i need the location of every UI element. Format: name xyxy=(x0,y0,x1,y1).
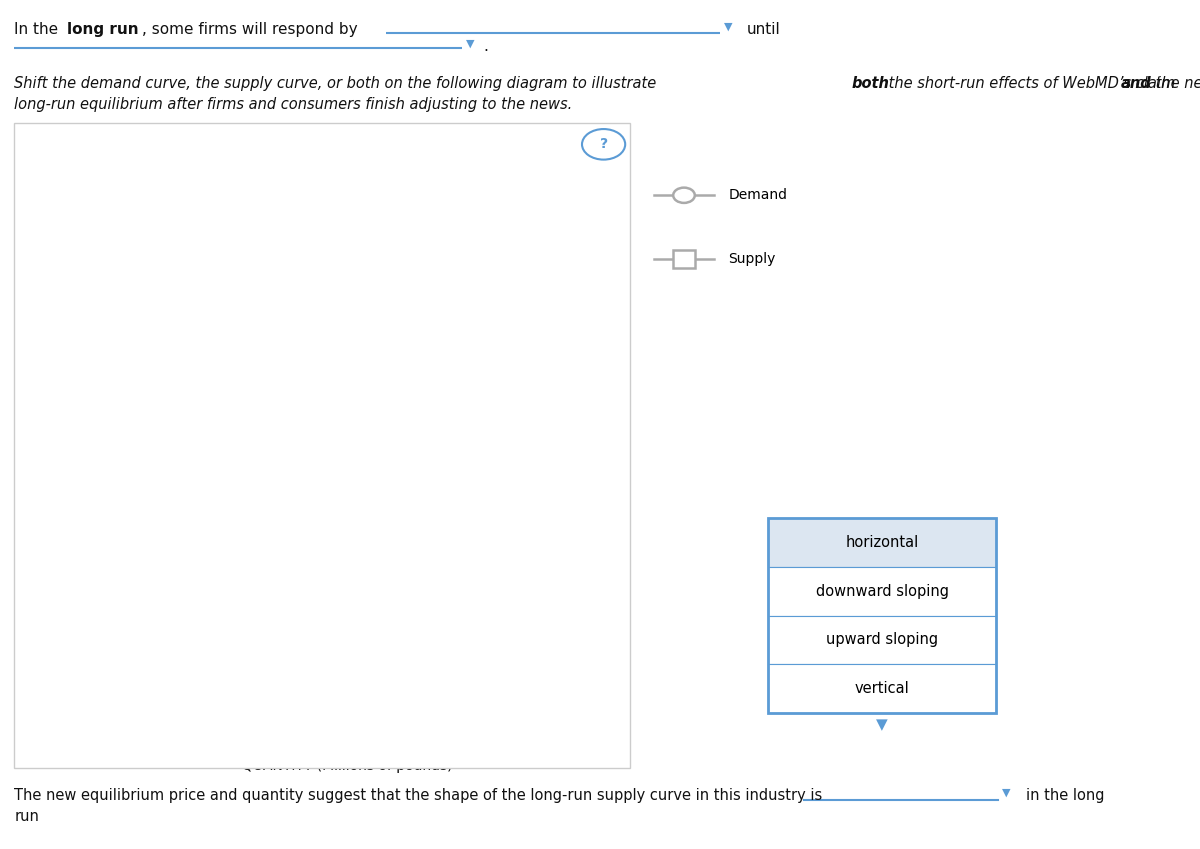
Text: .: . xyxy=(484,39,488,54)
Text: Supply: Supply xyxy=(728,252,775,266)
X-axis label: QUANTITY (Millions of pounds): QUANTITY (Millions of pounds) xyxy=(242,759,452,773)
Text: in the long: in the long xyxy=(1026,788,1104,803)
Text: horizontal: horizontal xyxy=(845,535,919,550)
Text: long-run equilibrium after firms and consumers finish adjusting to the news.: long-run equilibrium after firms and con… xyxy=(14,97,572,112)
Y-axis label: PRICE (Dollars per pound): PRICE (Dollars per pound) xyxy=(54,371,67,550)
Text: downward sloping: downward sloping xyxy=(816,583,948,599)
Text: long run: long run xyxy=(67,22,139,37)
Text: upward sloping: upward sloping xyxy=(826,633,938,648)
Text: ▼: ▼ xyxy=(466,39,474,49)
Text: and: and xyxy=(1121,76,1152,92)
Text: In the: In the xyxy=(14,22,64,37)
Text: run: run xyxy=(14,809,40,824)
Text: The new equilibrium price and quantity suggest that the shape of the long-run su: The new equilibrium price and quantity s… xyxy=(14,788,823,803)
Text: Demand: Demand xyxy=(728,188,787,202)
Text: ▼: ▼ xyxy=(724,22,732,32)
Text: ▼: ▼ xyxy=(876,717,888,733)
Text: Supply: Supply xyxy=(317,256,364,269)
Text: Shift the demand curve, the supply curve, or both on the following diagram to il: Shift the demand curve, the supply curve… xyxy=(14,76,661,92)
Text: the new: the new xyxy=(1151,76,1200,92)
Text: the short-run effects of WebMD’s claim: the short-run effects of WebMD’s claim xyxy=(884,76,1181,92)
Text: , some firms will respond by: , some firms will respond by xyxy=(142,22,358,37)
Text: ▼: ▼ xyxy=(1002,788,1010,798)
Text: Demand: Demand xyxy=(366,590,425,604)
Text: until: until xyxy=(746,22,780,37)
Text: vertical: vertical xyxy=(854,681,910,696)
Text: ?: ? xyxy=(600,138,607,151)
Text: both: both xyxy=(852,76,890,92)
